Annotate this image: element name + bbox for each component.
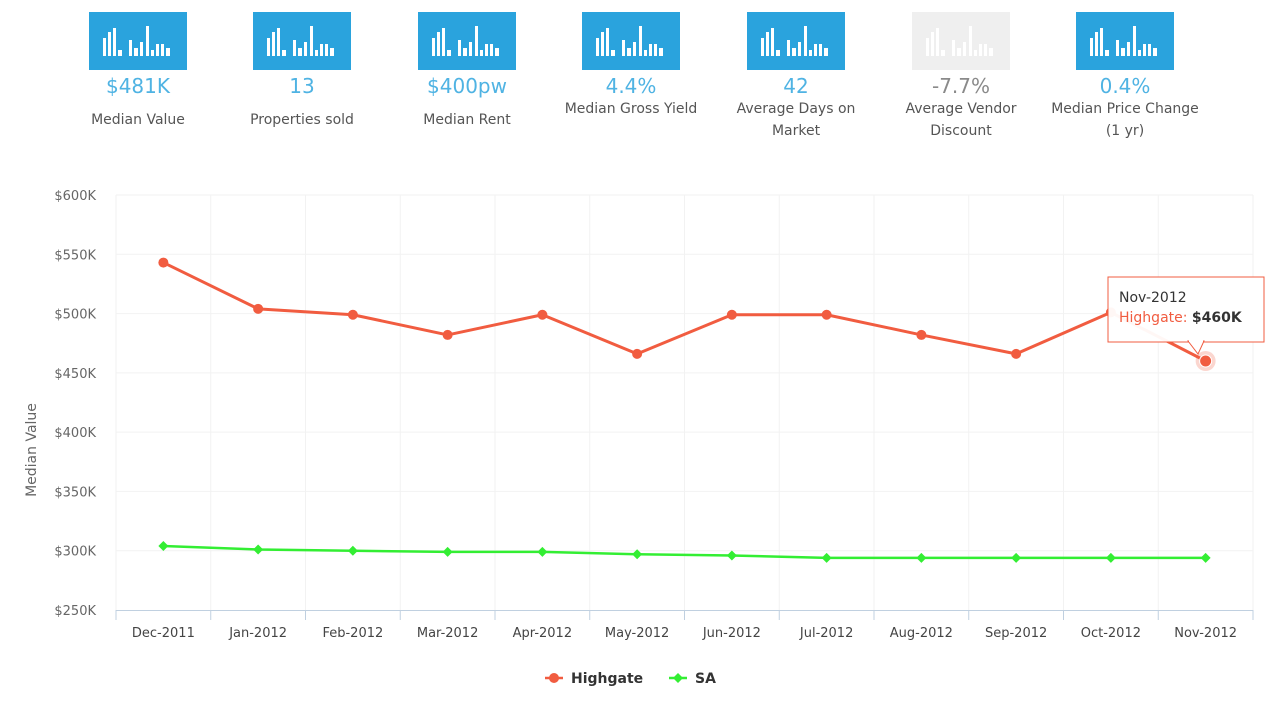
stat-average-days-on-market[interactable]: 42 Average Days on Market bbox=[721, 12, 871, 142]
data-point bbox=[253, 544, 264, 555]
x-tick-label: Jun-2012 bbox=[702, 626, 761, 641]
stat-label: Average Vendor Discount bbox=[905, 101, 1017, 139]
tooltip-box bbox=[1107, 276, 1265, 343]
stat-value: 4.4% bbox=[605, 74, 657, 98]
stat-label: Median Value bbox=[91, 112, 185, 128]
x-tick-label: Nov-2012 bbox=[1174, 626, 1237, 641]
legend-marker bbox=[549, 673, 559, 683]
y-tick-label: $400K bbox=[54, 426, 96, 441]
data-point bbox=[158, 540, 169, 551]
bar-chart-icon bbox=[253, 12, 351, 70]
stat-value: $400pw bbox=[427, 74, 507, 98]
x-tick-label: Dec-2011 bbox=[132, 626, 195, 641]
legend-item-sa[interactable]: SA bbox=[669, 671, 716, 687]
legend-item-highgate[interactable]: Highgate bbox=[545, 671, 643, 687]
tooltip-series-name: Highgate bbox=[1119, 310, 1183, 326]
y-tick-label: $450K bbox=[54, 367, 96, 382]
stat-median-rent[interactable]: $400pw Median Rent bbox=[392, 12, 542, 131]
data-point bbox=[916, 552, 927, 563]
bar-chart-icon bbox=[747, 12, 845, 70]
stat-label: Median Price Change (1 yr) bbox=[1051, 101, 1199, 139]
legend-label: Highgate bbox=[571, 671, 643, 687]
series-line bbox=[162, 261, 1207, 363]
data-point bbox=[158, 257, 169, 268]
bar-chart-icon bbox=[1076, 12, 1174, 70]
tooltip-value: $460K bbox=[1192, 310, 1243, 326]
series-highgate bbox=[158, 257, 1216, 371]
series-line bbox=[163, 544, 1206, 560]
series-sa bbox=[158, 540, 1211, 563]
stat-median-value[interactable]: $481K Median Value bbox=[63, 12, 213, 131]
median-value-chart: $250K $300K $350K $400K $450K $500K $550K $600K… bbox=[24, 189, 1265, 687]
data-point bbox=[347, 309, 358, 320]
stat-value: -7.7% bbox=[931, 74, 991, 98]
bar-chart-icon bbox=[418, 12, 516, 70]
data-point bbox=[726, 309, 737, 320]
x-tick-label: Jan-2012 bbox=[228, 626, 287, 641]
data-point bbox=[347, 545, 358, 556]
x-tick-label: Oct-2012 bbox=[1081, 626, 1141, 641]
y-axis-title: Median Value bbox=[24, 403, 40, 497]
data-point bbox=[1105, 552, 1116, 563]
x-tick-label: Mar-2012 bbox=[417, 626, 478, 641]
x-tick-label: Jul-2012 bbox=[799, 626, 853, 641]
data-point bbox=[821, 309, 832, 320]
x-tick-label: Apr-2012 bbox=[513, 626, 572, 641]
stat-average-vendor-discount[interactable]: -7.7% Average Vendor Discount bbox=[886, 12, 1036, 142]
y-tick-label: $500K bbox=[54, 308, 96, 323]
data-point bbox=[442, 329, 453, 340]
stat-label: Average Days on Market bbox=[736, 101, 856, 139]
stat-median-price-change[interactable]: 0.4% Median Price Change (1 yr) bbox=[1050, 12, 1200, 142]
tooltip-title: Nov-2012 bbox=[1119, 290, 1187, 306]
stat-properties-sold[interactable]: 13 Properties sold bbox=[227, 12, 377, 131]
data-point bbox=[1011, 348, 1022, 359]
bar-chart-icon bbox=[912, 12, 1010, 70]
data-point bbox=[916, 329, 927, 340]
stat-value: 42 bbox=[783, 74, 809, 98]
legend-label: SA bbox=[695, 671, 716, 687]
stat-value: 13 bbox=[289, 74, 315, 98]
bar-chart-icon bbox=[89, 12, 187, 70]
stat-median-gross-yield[interactable]: 4.4% Median Gross Yield bbox=[556, 12, 706, 120]
tooltip: Nov-2012 Highgate: $460K bbox=[1107, 276, 1265, 355]
stat-value: 0.4% bbox=[1099, 74, 1151, 98]
data-point bbox=[632, 348, 643, 359]
data-point bbox=[1200, 552, 1211, 563]
data-point-hovered bbox=[1199, 354, 1213, 368]
data-point bbox=[537, 546, 548, 557]
stats-bar: $481K Median Value 13 Properties sold $4… bbox=[0, 0, 1280, 160]
data-point bbox=[253, 303, 264, 314]
stat-label: Median Gross Yield bbox=[564, 101, 698, 117]
data-point bbox=[726, 550, 737, 561]
data-point bbox=[442, 546, 453, 557]
data-point bbox=[632, 549, 643, 560]
data-point bbox=[1011, 552, 1022, 563]
x-tick-label: Sep-2012 bbox=[985, 626, 1047, 641]
x-tick-label: May-2012 bbox=[605, 626, 669, 641]
data-point bbox=[821, 552, 832, 563]
stat-label: Properties sold bbox=[250, 112, 354, 128]
stat-value: $481K bbox=[105, 74, 170, 98]
y-tick-label: $300K bbox=[54, 545, 96, 560]
legend-marker bbox=[673, 673, 683, 683]
y-tick-label: $350K bbox=[54, 485, 96, 500]
y-tick-label: $550K bbox=[54, 248, 96, 263]
x-tick-label: Feb-2012 bbox=[322, 626, 383, 641]
stat-label: Median Rent bbox=[423, 112, 511, 128]
y-tick-label: $250K bbox=[54, 604, 96, 619]
bar-chart-icon bbox=[582, 12, 680, 70]
tooltip-row: Highgate: $460K bbox=[1119, 310, 1243, 326]
data-point bbox=[537, 309, 548, 320]
x-tick-label: Aug-2012 bbox=[890, 626, 953, 641]
y-tick-label: $600K bbox=[54, 189, 96, 204]
